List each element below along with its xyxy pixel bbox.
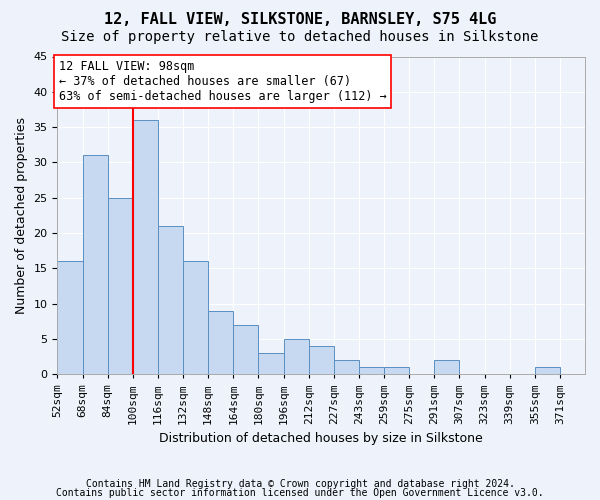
Text: Contains public sector information licensed under the Open Government Licence v3: Contains public sector information licen… [56,488,544,498]
Bar [133,120,158,374]
Y-axis label: Number of detached properties: Number of detached properties [15,117,28,314]
Text: Contains HM Land Registry data © Crown copyright and database right 2024.: Contains HM Land Registry data © Crown c… [86,479,514,489]
Bar [284,339,308,374]
Text: 12 FALL VIEW: 98sqm
← 37% of detached houses are smaller (67)
63% of semi-detach: 12 FALL VIEW: 98sqm ← 37% of detached ho… [59,60,387,103]
Bar [58,261,83,374]
Bar [384,367,409,374]
Bar [434,360,460,374]
Bar [233,324,259,374]
X-axis label: Distribution of detached houses by size in Silkstone: Distribution of detached houses by size … [160,432,483,445]
Bar [308,346,334,374]
Bar [158,226,183,374]
Bar [83,156,107,374]
Bar [334,360,359,374]
Bar [535,367,560,374]
Text: Size of property relative to detached houses in Silkstone: Size of property relative to detached ho… [61,30,539,44]
Bar [107,198,133,374]
Bar [259,353,284,374]
Text: 12, FALL VIEW, SILKSTONE, BARNSLEY, S75 4LG: 12, FALL VIEW, SILKSTONE, BARNSLEY, S75 … [104,12,496,28]
Bar [208,310,233,374]
Bar [183,261,208,374]
Bar [359,367,384,374]
